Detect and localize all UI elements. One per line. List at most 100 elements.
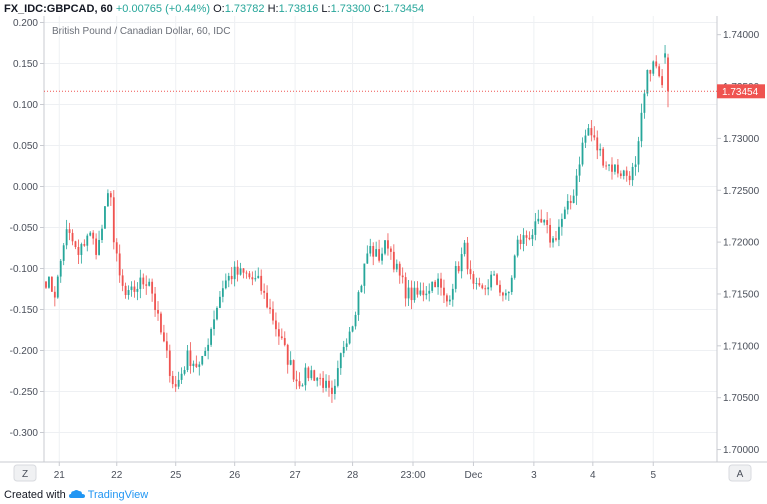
candle-body xyxy=(242,268,245,273)
candle-body xyxy=(499,284,501,293)
candle-body xyxy=(336,368,339,386)
time-tick-label: 22 xyxy=(111,470,123,481)
candle-body xyxy=(363,263,366,286)
candle-body xyxy=(584,135,587,143)
candle-body xyxy=(395,263,398,270)
auto-scale-label: A xyxy=(737,469,744,480)
candle-body xyxy=(569,200,572,203)
candle-body xyxy=(667,57,669,92)
candle-body xyxy=(230,275,233,280)
right-tick-label: 1.71500 xyxy=(723,289,760,300)
candle-body xyxy=(434,281,437,288)
candle-body xyxy=(354,314,357,327)
candle-body xyxy=(466,242,469,270)
candle-body xyxy=(360,285,363,293)
candle-body xyxy=(619,173,622,176)
right-tick-label: 1.73000 xyxy=(723,134,760,145)
candle-body xyxy=(552,238,554,243)
candle-body xyxy=(510,277,513,293)
tradingview-link[interactable]: TradingView xyxy=(87,489,149,501)
candle-body xyxy=(192,363,195,367)
candle-body xyxy=(478,283,481,286)
candle-body xyxy=(504,293,507,296)
left-tick-label: -0.300 xyxy=(10,428,39,439)
candle-body xyxy=(136,288,139,292)
time-tick-label: 21 xyxy=(54,470,66,481)
candle-body xyxy=(572,195,575,203)
candle-body xyxy=(369,246,372,254)
candle-body xyxy=(157,310,159,314)
right-tick-label: 1.72500 xyxy=(723,186,760,197)
candle-body xyxy=(522,235,525,244)
candle-body xyxy=(127,290,130,296)
candle-body xyxy=(328,380,330,388)
candle-body xyxy=(224,280,227,289)
candle-body xyxy=(189,350,192,367)
candle-body xyxy=(254,278,257,280)
candle-body xyxy=(469,269,472,275)
left-axis-ticks: 0.200 0.150 0.100 0.050 0.000 -0.050 -0.100 -0.… xyxy=(10,18,44,439)
candle-body xyxy=(322,377,325,388)
time-tick-label: Dec xyxy=(465,470,483,481)
candle-body xyxy=(74,241,77,248)
candle-body xyxy=(372,246,375,257)
candle-body xyxy=(357,292,360,315)
corner-right[interactable]: A xyxy=(728,464,752,482)
time-tick-label: 28 xyxy=(347,470,359,481)
candle-body xyxy=(563,209,566,219)
footer: Created with TradingView xyxy=(4,489,148,501)
candle-body xyxy=(643,93,646,113)
left-tick-label: 0.000 xyxy=(13,182,38,193)
candle-body xyxy=(431,281,434,291)
left-tick-label: 0.050 xyxy=(13,141,38,152)
candle-body xyxy=(115,242,118,254)
corner-left[interactable]: Z xyxy=(13,464,37,482)
candle-body xyxy=(77,247,80,255)
candle-body xyxy=(345,343,348,347)
candle-body xyxy=(171,375,174,385)
candle-body xyxy=(443,287,445,296)
candle-body xyxy=(210,329,212,345)
candle-body xyxy=(428,290,431,294)
candle-body xyxy=(98,240,100,255)
candle-body xyxy=(174,384,177,387)
zoom-button[interactable] xyxy=(13,464,37,482)
candle-body xyxy=(227,275,230,281)
candle-body xyxy=(519,239,522,244)
last-price-marker: 1.73454 xyxy=(44,84,765,99)
last-price-label: 1.73454 xyxy=(722,87,759,98)
candle-body xyxy=(180,373,183,380)
grid-lines xyxy=(44,16,717,462)
candle-body xyxy=(398,263,401,276)
left-tick-label: -0.050 xyxy=(10,223,39,234)
candle-body xyxy=(195,363,198,367)
candle-body xyxy=(646,69,649,94)
left-tick-label: 0.150 xyxy=(13,59,38,70)
candle-body xyxy=(507,292,510,294)
left-tick-label: -0.150 xyxy=(10,305,39,316)
candle-body xyxy=(658,66,661,77)
candle-body xyxy=(151,281,154,294)
open-value: 1.73782 xyxy=(224,3,265,15)
candle-body xyxy=(392,251,395,270)
candle-body xyxy=(260,275,263,291)
candle-body xyxy=(475,283,478,284)
candle-body xyxy=(186,350,189,370)
candle-body xyxy=(599,148,602,151)
time-tick-label: 5 xyxy=(650,470,656,481)
candle-body xyxy=(316,377,319,381)
high-value: 1.73816 xyxy=(278,3,319,15)
left-tick-label: 0.100 xyxy=(13,100,38,111)
candle-body xyxy=(481,285,484,289)
auto-scale-button[interactable] xyxy=(728,464,752,482)
candle-body xyxy=(89,232,92,236)
candle-body xyxy=(83,244,86,246)
candle-body xyxy=(351,326,354,332)
candle-body xyxy=(154,293,156,311)
candle-body xyxy=(207,344,210,351)
candle-body xyxy=(537,218,540,222)
candle-body xyxy=(587,128,590,136)
candle-body xyxy=(590,128,593,136)
candle-body xyxy=(112,197,115,243)
